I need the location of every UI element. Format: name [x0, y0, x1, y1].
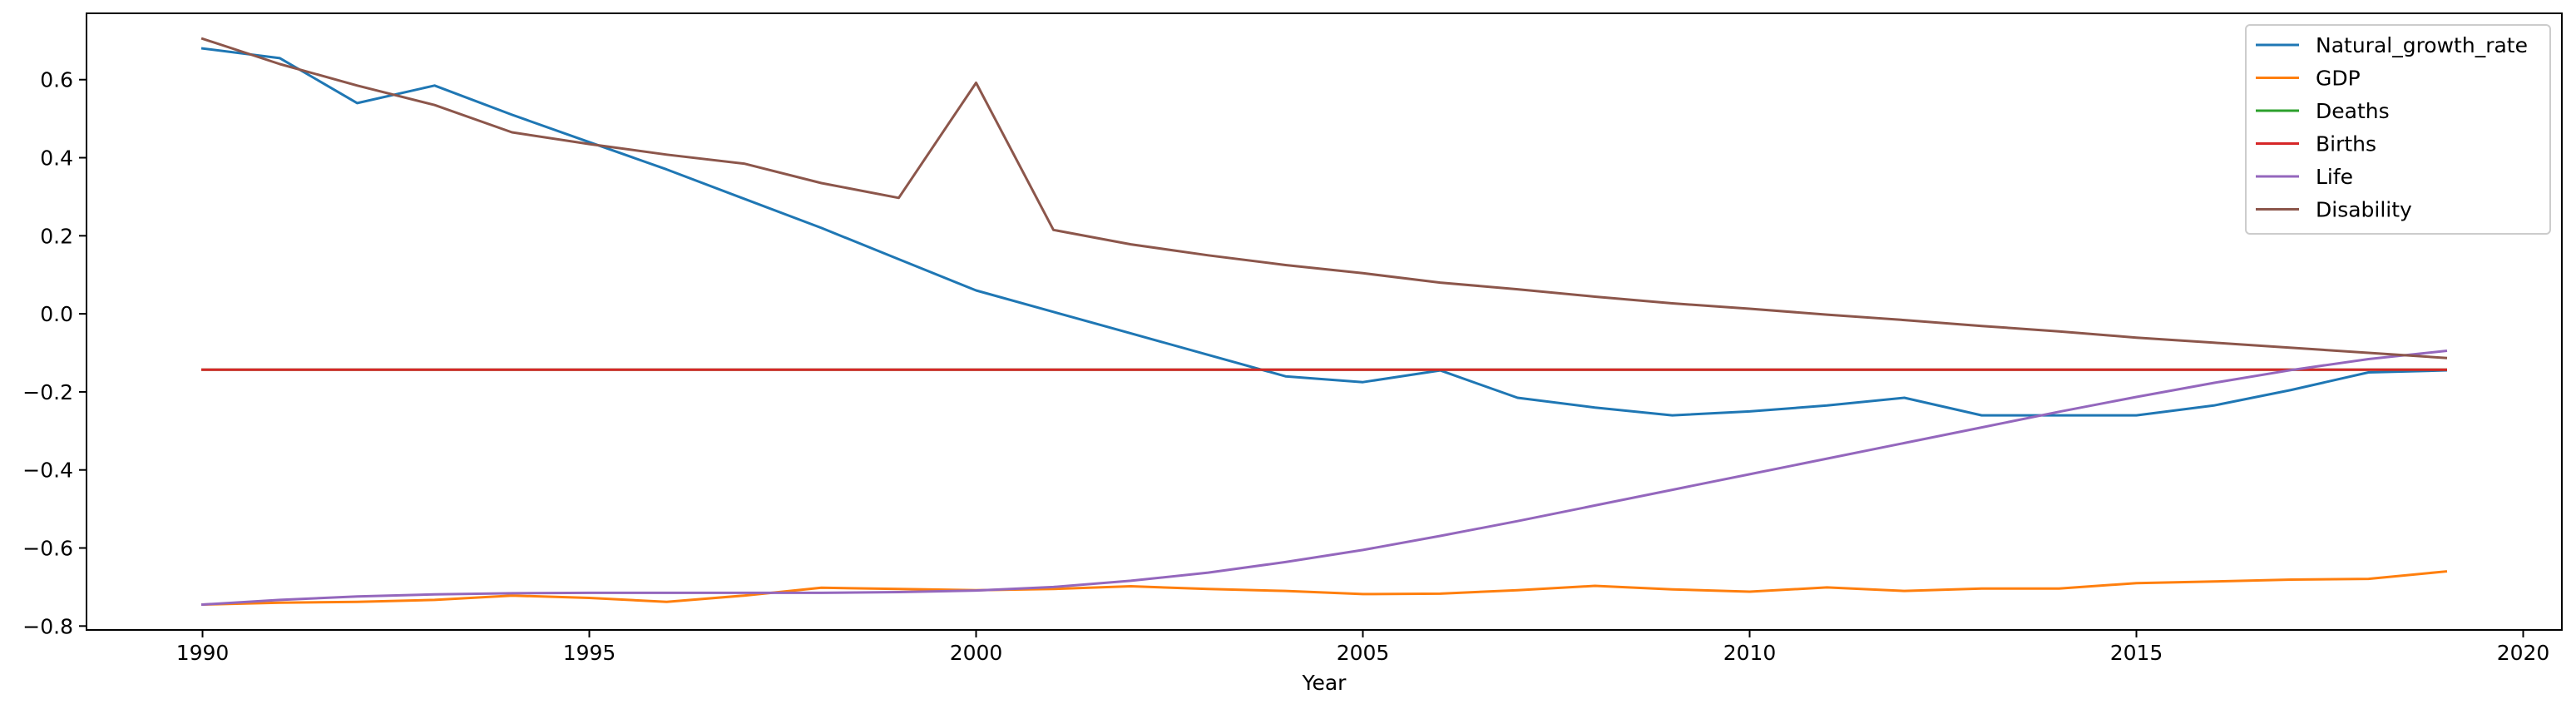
legend-label: Life — [2316, 165, 2353, 189]
y-tick-label: 0.0 — [40, 302, 73, 326]
legend-label: Deaths — [2316, 99, 2390, 123]
series-lines — [200, 37, 2448, 607]
legend-label: Natural_growth_rate — [2316, 33, 2528, 57]
series-line-natural-growth-rate — [200, 47, 2448, 417]
x-axis-label: Year — [1302, 671, 1347, 695]
legend-label: Disability — [2316, 198, 2412, 222]
x-tick-label: 2015 — [2110, 641, 2163, 665]
legend-label: GDP — [2316, 67, 2361, 91]
series-line-gdp — [200, 570, 2448, 607]
legend-box — [2245, 24, 2551, 235]
series-line-life — [200, 350, 2448, 607]
x-tick-label: 2000 — [950, 641, 1003, 665]
x-tick-label: 2010 — [1723, 641, 1777, 665]
legend: Natural_growth_rate GDP Deaths Births Life Di… — [2245, 24, 2551, 235]
x-tick-label: 2020 — [2497, 641, 2550, 665]
plot-frame — [86, 12, 2563, 631]
x-axis: 1990 1995 2000 2005 2010 2015 2020 — [176, 630, 2550, 665]
y-tick-label: −0.2 — [22, 380, 73, 404]
y-axis: −0.8 −0.6 −0.4 −0.2 0.0 0.2 0.4 0.6 — [22, 68, 87, 638]
y-tick-label: 0.2 — [40, 224, 73, 248]
y-tick-label: 0.4 — [40, 146, 73, 171]
legend-label: Births — [2316, 132, 2376, 156]
y-tick-label: −0.6 — [22, 537, 73, 561]
series-line-disability — [200, 37, 2448, 359]
y-tick-label: 0.6 — [40, 68, 73, 92]
y-tick-label: −0.4 — [22, 459, 73, 483]
y-tick-label: −0.8 — [22, 614, 73, 638]
x-tick-label: 1995 — [563, 641, 616, 665]
x-tick-label: 2005 — [1337, 641, 1390, 665]
x-tick-label: 1990 — [176, 641, 230, 665]
